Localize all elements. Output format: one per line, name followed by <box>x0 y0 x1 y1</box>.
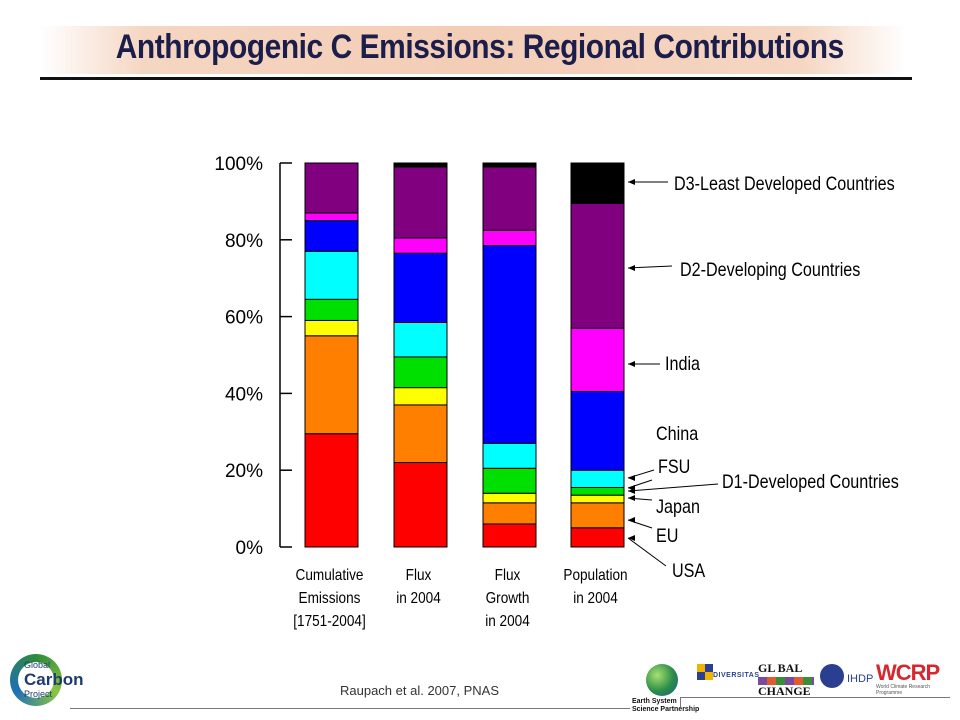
bar-segment <box>393 237 448 254</box>
legend-label: China <box>656 423 698 445</box>
igbp-band <box>758 677 814 685</box>
legend-pointer-arrow <box>628 265 635 271</box>
diversitas-logo: DIVERSITAS <box>697 664 759 696</box>
bar-segment <box>304 220 359 252</box>
x-category-label: [1751-2004] <box>293 613 366 630</box>
ess-logo-line-2: Science Partnership <box>632 706 700 713</box>
x-category-label: in 2004 <box>485 613 530 630</box>
legend-pointer-line <box>627 483 719 492</box>
bar-segment <box>393 404 448 464</box>
x-category-label: in 2004 <box>396 590 441 607</box>
legend-label: D1-Developed Countries <box>722 471 899 493</box>
gcp-logo-word-3: Project <box>24 689 53 699</box>
bar-segment <box>304 212 359 222</box>
y-tick-label: 80% <box>225 231 263 252</box>
bar-segment <box>482 229 537 247</box>
bar-segment <box>570 469 625 488</box>
legend-pointer-arrow <box>628 488 635 494</box>
legend-label: EU <box>656 525 678 547</box>
legend-pointer-arrow <box>628 535 635 541</box>
legend-pointer-arrow <box>628 517 635 523</box>
x-category-label: in 2004 <box>573 590 618 607</box>
bar-segment <box>570 494 625 504</box>
bar-segment <box>304 250 359 300</box>
bar-segment <box>393 356 448 389</box>
footer-divider <box>70 708 630 709</box>
y-tick-label: 40% <box>225 384 263 405</box>
x-category-label: Emissions <box>299 590 361 607</box>
bar-segment <box>482 166 537 231</box>
global-carbon-project-logo: Global Carbon Project <box>8 650 84 712</box>
footer-divider-tick <box>680 697 681 707</box>
legend-label: Japan <box>656 496 700 518</box>
gcp-logo-word-2: Carbon <box>24 670 84 689</box>
ess-logo-line-1: Earth System <box>632 698 677 705</box>
bar-segment <box>570 390 625 471</box>
bar-segment <box>304 433 359 548</box>
x-category-label: Population <box>563 567 627 584</box>
x-category-label: Growth <box>486 590 530 607</box>
ihdp-circle-icon <box>820 664 844 688</box>
earth-system-science-partnership-logo: Earth System Science Partnership <box>632 660 700 718</box>
legend-pointer-arrow <box>628 475 635 481</box>
gcp-logo-word-1: Global <box>24 660 51 670</box>
legend-pointer-line <box>627 537 667 567</box>
bar-segment <box>304 298 359 321</box>
x-category-label: Flux <box>495 567 521 584</box>
wcrp-logo-subtitle: World Climate Research Programme <box>876 684 931 696</box>
bar-segment <box>570 527 625 548</box>
legend-label: D2-Developing Countries <box>680 259 861 281</box>
y-tick-label: 60% <box>225 308 263 329</box>
bar-segment <box>570 486 625 496</box>
bar-segment <box>393 252 448 323</box>
bar-segment <box>393 387 448 406</box>
legend-pointer-line <box>627 265 673 269</box>
diversitas-logo-text: DIVERSITAS <box>713 672 760 679</box>
bar-segment <box>482 162 537 168</box>
bar-segment <box>393 321 448 358</box>
bar-segment <box>482 492 537 504</box>
page-title: Anthropogenic C Emissions: Regional Cont… <box>115 28 845 66</box>
global-change-line-2: CHANGE <box>758 684 811 698</box>
global-change-line-1: GL BAL <box>758 661 803 675</box>
bar-segment <box>570 502 625 529</box>
legend-label: FSU <box>658 456 690 478</box>
wcrp-logo: WCRP World Climate Research Programme <box>876 660 956 697</box>
bar-segment <box>482 442 537 469</box>
y-tick-label: 0% <box>236 538 264 559</box>
x-category-label: Flux <box>406 567 432 584</box>
bar-segment <box>304 319 359 337</box>
legend-label: USA <box>672 560 705 582</box>
bar-segment <box>482 502 537 525</box>
title-band <box>40 26 906 74</box>
global-change-igbp-logo: GL BAL CHANGE <box>758 662 814 698</box>
footer-divider-right <box>680 697 950 698</box>
bar-segment <box>304 162 359 214</box>
legend-label: India <box>665 353 700 375</box>
bar-segment <box>482 467 537 494</box>
citation: Raupach et al. 2007, PNAS <box>340 683 499 698</box>
bar-segment <box>304 335 359 435</box>
bar-segment <box>570 327 625 392</box>
bar-segment <box>482 245 537 444</box>
ihdp-logo: IHDP <box>820 664 876 694</box>
y-tick-label: 100% <box>214 154 263 175</box>
bar-segment <box>570 202 625 329</box>
bar-segment <box>393 162 448 168</box>
legend-pointer-arrow <box>628 495 635 501</box>
title-underline <box>40 77 912 80</box>
ihdp-logo-text: IHDP <box>847 673 874 685</box>
globe-icon <box>646 664 678 696</box>
bar-segment <box>482 523 537 548</box>
legend-pointer-arrow <box>628 179 635 185</box>
bar-segment <box>393 462 448 548</box>
bar-segment <box>570 162 625 204</box>
legend-label: D3-Least Developed Countries <box>674 173 895 195</box>
wcrp-logo-text: WCRP <box>876 660 940 685</box>
y-tick-label: 20% <box>225 461 263 482</box>
bar-segment <box>393 166 448 239</box>
x-category-label: Cumulative <box>296 567 364 584</box>
legend-pointer-arrow <box>628 361 635 367</box>
